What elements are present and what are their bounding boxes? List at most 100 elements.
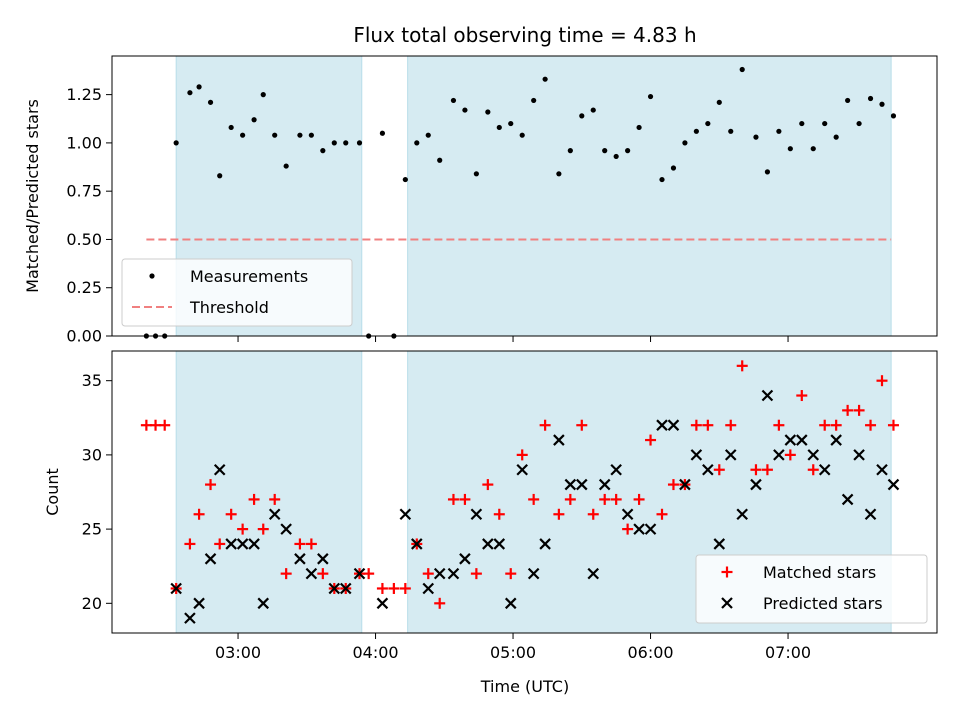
measurement-point	[590, 107, 596, 113]
top-x-tick-marks	[237, 336, 789, 342]
predicted-star-point	[690, 449, 703, 461]
matched-star-point	[713, 464, 725, 476]
predicted-star-point	[516, 463, 528, 476]
predicted-star-point	[493, 538, 506, 550]
matched-star-point	[237, 523, 249, 535]
predicted-star-point	[796, 434, 808, 446]
predicted-star-point	[236, 538, 249, 550]
bottom-legend-box	[695, 554, 928, 624]
measurement-point	[207, 99, 214, 105]
bottom-y-tick-label: 30	[82, 445, 102, 464]
measurement-point	[602, 148, 608, 154]
measurement-point	[308, 132, 314, 138]
matched-star-point	[528, 493, 540, 505]
measurement-point	[693, 128, 699, 134]
matched-star-point	[225, 508, 237, 520]
measurement-point	[613, 153, 619, 160]
predicted-star-point	[724, 449, 737, 461]
predicted-star-point	[644, 523, 657, 535]
measurement-point	[764, 169, 771, 175]
top-y-tick-label: 0.75	[66, 182, 102, 201]
matched-star-point	[459, 493, 471, 505]
predicted-star-point	[527, 567, 540, 580]
matched-star-point	[702, 419, 714, 431]
predicted-star-point	[784, 434, 797, 446]
top-shaded-intervals	[175, 55, 892, 337]
measurement-point	[283, 163, 289, 169]
measurement-point	[496, 124, 502, 131]
top-axes-frame	[111, 55, 938, 337]
matched-star-point	[876, 375, 888, 387]
matched-star-point	[830, 419, 842, 431]
x-tick-label: 04:00	[352, 643, 398, 662]
predicted-star-point	[667, 419, 680, 431]
bottom-legend: Matched stars Predicted stars	[695, 554, 928, 624]
count-panel: 20 25 30 35 03:00 04:00 05:00 06:00 07:00 Count…	[43, 350, 938, 696]
measurement-point	[251, 117, 257, 123]
measurement-point	[450, 97, 457, 104]
predicted-star-point	[353, 567, 366, 580]
matched-star-point	[690, 419, 702, 431]
measurement-point	[425, 132, 431, 138]
measurement-point	[787, 146, 793, 152]
measurement-point	[845, 97, 851, 104]
predicted-star-point	[610, 463, 622, 476]
matched-star-point	[493, 508, 505, 520]
measurement-point	[682, 140, 688, 146]
matched-star-point	[553, 508, 565, 520]
predicted-star-point	[761, 389, 774, 402]
measurement-point	[402, 176, 408, 183]
measurement-point	[196, 84, 202, 90]
measurement-point	[187, 90, 193, 96]
measurement-point	[531, 97, 537, 104]
matched-star-point	[576, 419, 588, 431]
predicted-star-point	[184, 612, 196, 624]
predicted-star-point	[268, 508, 281, 521]
predicted-star-point	[470, 508, 483, 521]
measurement-point	[636, 124, 642, 131]
predicted-star-point	[713, 538, 726, 550]
predicted-star-point	[225, 538, 237, 550]
measurement-point	[810, 146, 816, 152]
x-axis-label: Time (UTC)	[480, 677, 569, 696]
legend-label-predicted: Predicted stars	[763, 594, 883, 613]
measurement-point	[625, 148, 631, 154]
predicted-star-point	[317, 553, 329, 565]
measurement-point	[331, 140, 337, 146]
measurement-point	[647, 93, 654, 100]
predicted-star-point	[656, 419, 668, 431]
measurement-point	[799, 120, 805, 127]
matched-star-point	[796, 390, 808, 402]
measurement-point	[856, 120, 862, 127]
predicted-star-point	[339, 582, 352, 595]
matched-star-point	[159, 419, 171, 431]
measurement-point	[867, 95, 874, 102]
predicted-star-point	[447, 567, 460, 580]
matched-star-point	[205, 479, 217, 491]
matched-star-point	[305, 538, 317, 550]
measurement-point	[437, 157, 443, 163]
predicted-star-point	[864, 508, 877, 521]
predicted-star-point	[736, 508, 748, 521]
measurement-point	[776, 128, 782, 134]
matched-star-point	[784, 449, 796, 461]
matched-star-point	[645, 434, 657, 446]
count-points	[140, 360, 900, 624]
top-y-tick-label: 1.00	[66, 133, 102, 152]
matched-star-point	[447, 493, 459, 505]
measurement-point	[272, 132, 278, 138]
top-legend-box	[121, 258, 353, 327]
matched-star-point	[865, 419, 877, 431]
bottom-y-tick-label: 35	[82, 371, 102, 390]
measurement-point	[728, 128, 734, 134]
top-legend: Measurements Threshold	[121, 258, 353, 327]
legend-label-threshold: Threshold	[189, 298, 269, 317]
top-y-tick-label: 0.50	[66, 230, 102, 249]
measurement-point	[822, 120, 828, 127]
predicted-star-point	[564, 478, 577, 491]
predicted-star-point	[576, 478, 588, 491]
measurement-point	[173, 140, 179, 146]
matched-star-point	[587, 508, 599, 520]
top-y-tick-label: 0.00	[66, 327, 102, 346]
measurement-point	[659, 176, 665, 183]
